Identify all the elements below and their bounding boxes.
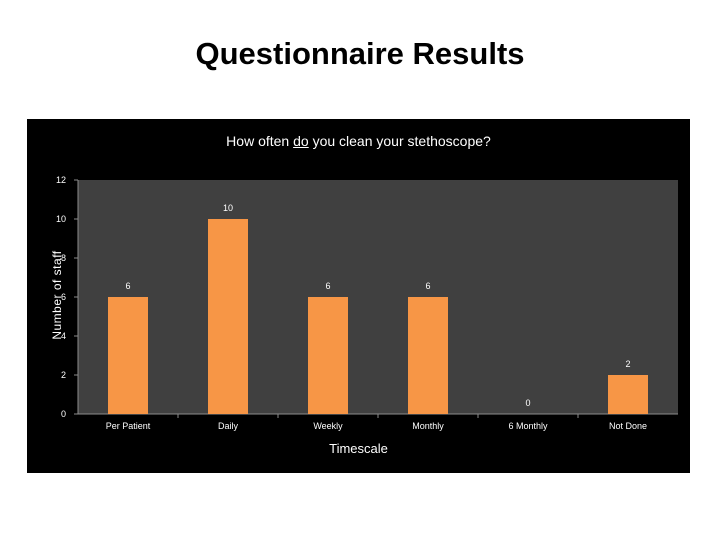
bar-chart: 0 2 4 6 8 10 12 6 Per Patient 10 Daily 6 Weekly 6 Mont… <box>56 175 678 431</box>
data-label: 6 <box>425 281 430 291</box>
x-tick-label: Per Patient <box>106 421 151 431</box>
y-tick-label: 6 <box>61 292 66 302</box>
x-tick-label: 6 Monthly <box>508 421 548 431</box>
y-tick-label: 4 <box>61 331 66 341</box>
data-label: 2 <box>625 359 630 369</box>
bar <box>208 219 248 414</box>
bar <box>308 297 348 414</box>
y-tick-label: 2 <box>61 370 66 380</box>
bar <box>108 297 148 414</box>
x-tick-label: Monthly <box>412 421 444 431</box>
x-tick-label: Not Done <box>609 421 647 431</box>
data-label: 10 <box>223 203 233 213</box>
y-tick-label: 0 <box>61 409 66 419</box>
bar <box>408 297 448 414</box>
y-tick-label: 8 <box>61 253 66 263</box>
x-tick-label: Daily <box>218 421 239 431</box>
chart-title-part-3: you clean your stethoscope? <box>308 133 491 149</box>
chart-title-part-2: do <box>293 133 309 149</box>
x-axis-label: Timescale <box>329 441 388 456</box>
bar <box>608 375 648 414</box>
chart-title-part-1: How often <box>226 133 294 149</box>
slide-title: Questionnaire Results <box>195 36 525 71</box>
data-label: 6 <box>325 281 330 291</box>
chart-panel: How often do you clean your stethoscope?… <box>27 119 690 473</box>
plot-area <box>78 180 678 414</box>
y-tick-label: 10 <box>56 214 66 224</box>
data-label: 6 <box>125 281 130 291</box>
y-tick-label: 12 <box>56 175 66 185</box>
x-tick-label: Weekly <box>313 421 343 431</box>
chart-title: How often do you clean your stethoscope? <box>27 133 690 149</box>
data-label: 0 <box>525 398 530 408</box>
